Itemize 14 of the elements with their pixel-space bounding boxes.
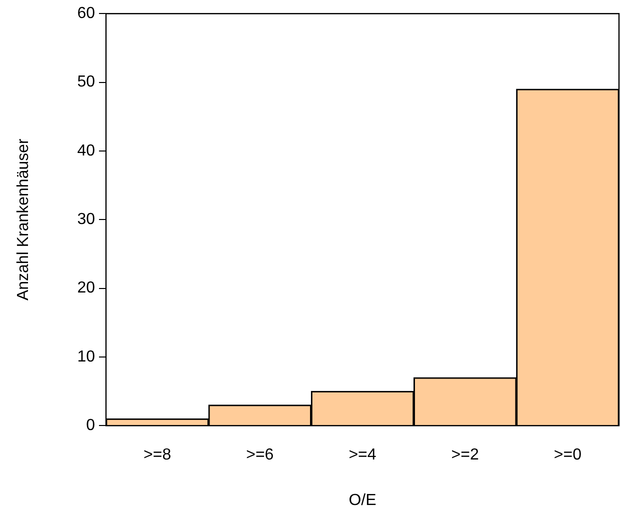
x-tick-label: >=4 — [348, 446, 376, 464]
y-tick-label: 30 — [77, 211, 96, 228]
x-axis-title: O/E — [348, 492, 376, 509]
x-tick-label: >=2 — [451, 446, 479, 464]
y-axis-title: Anzahl Krankenhäuser — [15, 138, 32, 301]
y-tick-label: 60 — [77, 5, 96, 22]
y-tick-label: 50 — [77, 74, 96, 91]
y-tick-label: 10 — [77, 348, 96, 366]
x-tick-label: >=6 — [246, 446, 274, 464]
y-tick-label: 20 — [77, 280, 96, 297]
y-tick-label: 40 — [77, 142, 96, 160]
y-tick-label: 0 — [86, 417, 96, 434]
x-tick-label: >=8 — [144, 446, 172, 464]
x-tick-label: >=0 — [554, 446, 582, 464]
